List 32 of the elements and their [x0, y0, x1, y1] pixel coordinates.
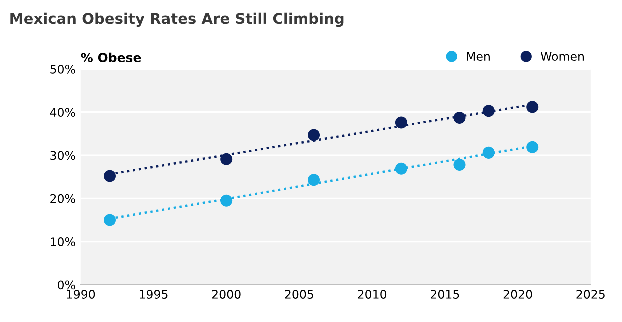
point — [395, 116, 408, 129]
point — [220, 153, 233, 166]
y-tick-label: 10% — [51, 238, 76, 246]
x-tick-label: 2010 — [358, 290, 387, 299]
x-tick-label: 2020 — [504, 290, 532, 299]
y-tick-label: 20% — [50, 194, 76, 204]
legend-label: Men — [467, 52, 490, 62]
x-tick-label: 2015 — [431, 290, 460, 299]
point — [104, 214, 116, 226]
x-tick-label: 1990 — [67, 290, 96, 299]
x-tick-label: 2005 — [285, 290, 314, 299]
chart-title: Mexican Obesity Rates Are Still Climbing — [10, 12, 344, 28]
point — [454, 159, 466, 172]
point — [526, 101, 539, 114]
legend-label: Women — [540, 52, 584, 62]
point — [104, 170, 116, 182]
point — [454, 112, 466, 124]
y-tick-label: 0% — [58, 280, 76, 290]
y-tick-label: 30% — [50, 151, 76, 160]
y-tick-label: 40% — [50, 108, 76, 118]
y-tick-label: 50% — [50, 64, 76, 74]
x-tick-label: 2025 — [576, 290, 605, 299]
x-tick-label: 2000 — [212, 290, 241, 299]
point — [308, 129, 320, 142]
point — [308, 174, 320, 186]
point — [220, 194, 233, 207]
point — [482, 146, 495, 159]
point — [526, 141, 539, 154]
x-tick-label: 1995 — [140, 290, 168, 299]
y-axis-title: % Obese — [81, 52, 142, 62]
point — [482, 105, 495, 118]
point — [395, 162, 408, 175]
